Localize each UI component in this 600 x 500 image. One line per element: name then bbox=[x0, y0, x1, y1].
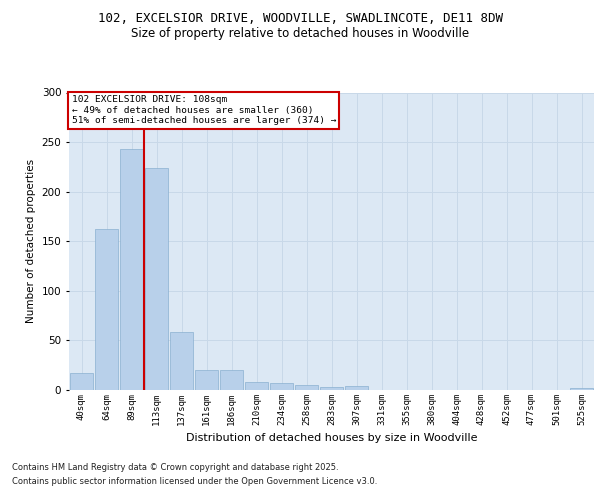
Bar bbox=[269, 383, 293, 390]
Text: Size of property relative to detached houses in Woodville: Size of property relative to detached ho… bbox=[131, 28, 469, 40]
Bar bbox=[295, 385, 319, 390]
Y-axis label: Number of detached properties: Number of detached properties bbox=[26, 159, 36, 324]
Text: Contains HM Land Registry data © Crown copyright and database right 2025.: Contains HM Land Registry data © Crown c… bbox=[12, 462, 338, 471]
X-axis label: Distribution of detached houses by size in Woodville: Distribution of detached houses by size … bbox=[186, 434, 477, 444]
Text: Contains public sector information licensed under the Open Government Licence v3: Contains public sector information licen… bbox=[12, 478, 377, 486]
Text: 102, EXCELSIOR DRIVE, WOODVILLE, SWADLINCOTE, DE11 8DW: 102, EXCELSIOR DRIVE, WOODVILLE, SWADLIN… bbox=[97, 12, 503, 26]
Bar bbox=[70, 373, 94, 390]
Bar bbox=[245, 382, 268, 390]
Bar bbox=[145, 168, 169, 390]
Bar bbox=[320, 387, 343, 390]
Bar bbox=[119, 149, 143, 390]
Text: 102 EXCELSIOR DRIVE: 108sqm
← 49% of detached houses are smaller (360)
51% of se: 102 EXCELSIOR DRIVE: 108sqm ← 49% of det… bbox=[71, 96, 336, 126]
Bar bbox=[569, 388, 593, 390]
Bar bbox=[194, 370, 218, 390]
Bar bbox=[170, 332, 193, 390]
Bar bbox=[344, 386, 368, 390]
Bar bbox=[95, 230, 118, 390]
Bar bbox=[220, 370, 244, 390]
